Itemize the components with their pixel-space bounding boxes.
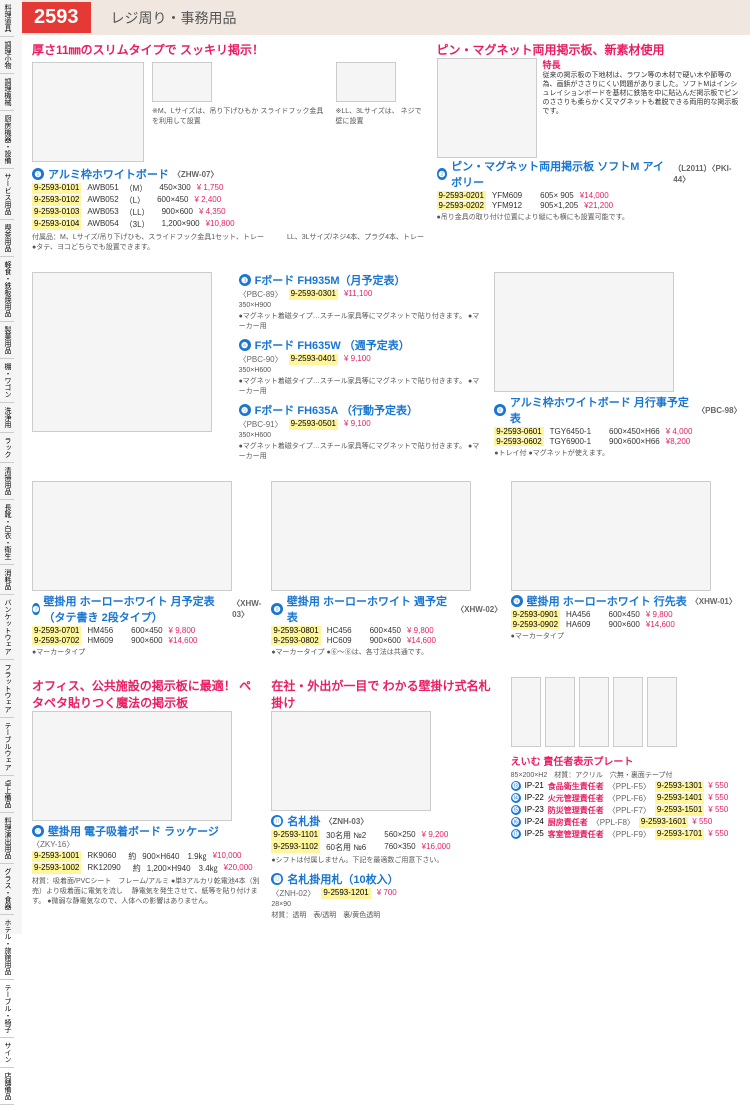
spec-row: 9-2593-1001RK9060約900×H640 1.9㎏¥10,000 — [32, 851, 261, 862]
schedule-boards-image — [32, 272, 212, 432]
promo-1: 厚さ11㎜のスリムタイプで スッキリ掲示！ — [32, 41, 427, 58]
spec-row: 9-2593-0602TGY6900-1900×600×H66¥8,200 — [494, 437, 740, 446]
monthly-board-image — [494, 272, 674, 392]
plate-13-image — [511, 677, 541, 747]
sidebar-item: 棚・ワゴン — [0, 359, 14, 403]
spec-row: 9-2593-110130名用 №2560×250¥ 9,200 — [271, 830, 500, 841]
sidebar-item: 卓上備品 — [0, 776, 14, 813]
spec-row: 9-2593-0102AWB052（L）600×450¥ 2,400 — [32, 195, 427, 206]
sidebar-item: 清掃用品 — [0, 463, 14, 500]
product-3-title: ❸Fボード FH935M（月予定表） — [239, 272, 485, 288]
spec-row: 9-2593-0103AWB053（LL）900×600¥ 4,350 — [32, 207, 427, 218]
sidebar-item: 調理小物 — [0, 37, 14, 74]
sidebar-item: 料理道具 — [0, 0, 14, 37]
detail-image-2 — [336, 62, 396, 102]
plate-15-image — [579, 677, 609, 747]
sidebar-item: 軽食・鉄板焼用品 — [0, 257, 14, 322]
p1-title-text: アルミ枠ホワイトボード — [48, 166, 169, 182]
sidebar-item: テーブルウェア — [0, 718, 14, 776]
header: 2593 レジ周り・事務用品 — [22, 0, 750, 35]
page-number: 2593 — [22, 2, 91, 33]
sidebar-item: 料理演出用品 — [0, 813, 14, 864]
spec-row: 9-2593-0902HA609900×600¥14,600 — [511, 620, 740, 629]
plate-row: ⓱IP-25客室管理責任者〈PPL-F9〉9-2593-1701¥ 550 — [511, 829, 740, 840]
sidebar-item: 長靴・白衣・衛生 — [0, 500, 14, 565]
sidebar-item: 洗浄用 — [0, 403, 14, 433]
product-10-title: ❿壁掛用 電子吸着ボード ラッケージ — [32, 823, 261, 839]
product-12-title: ⓬名札掛用札（10枚入） — [271, 871, 500, 887]
whiteboard-image — [32, 62, 144, 162]
spec-row: 9-2593-0101AWB051（M）450×300¥ 1,750 — [32, 183, 427, 194]
sidebar-item: ラック — [0, 433, 14, 463]
sidebar-item: サービス用品 — [0, 169, 14, 220]
plate-16-image — [613, 677, 643, 747]
sidebar-item: 製菓用品 — [0, 322, 14, 359]
page: 料理道具調理小物調理機械厨房機器・設備サービス用品喫茶用品軽食・鉄板焼用品製菓用… — [0, 0, 750, 934]
sidebar-item: テーブル・椅子 — [0, 980, 14, 1038]
spec-row: 9-2593-0202YFM912905×1,205¥21,200 — [437, 201, 740, 210]
weekly-plan-image — [271, 481, 471, 591]
cork-board-image — [437, 58, 537, 158]
p2-note: ●吊り金具の取り付け位置により縦にも横にも設置可能です。 — [437, 212, 740, 222]
spec-row: 9-2593-0201YFM609605× 905¥14,000 — [437, 191, 740, 200]
product-5-title: ❺Fボード FH635A （行動予定表） — [239, 402, 485, 418]
sidebar-item: ホテル・旅館用品 — [0, 915, 14, 980]
plates-title: えいむ 責任者表示プレート — [511, 753, 740, 768]
p2-code: （L2011）〈PKI-44〉 — [673, 163, 740, 185]
spec-row: 9-2593-0701HM456600×450¥ 9,800 — [32, 626, 261, 635]
sidebar-item: 店舗備品 — [0, 1068, 14, 1105]
spec-row: 9-2593-0802HC609900×600¥14,600 — [271, 636, 500, 645]
spec-row: 9-2593-1002RK12090約1,200×H940 3.4㎏¥20,00… — [32, 863, 261, 874]
name-plate-image — [271, 711, 431, 811]
p1-note: 付属品：M、Lサイズ/吊り下げひも、スライドフック金具1セット、トレー LL、3… — [32, 232, 427, 252]
sidebar-item: 厨房機器・設備 — [0, 111, 14, 169]
product-11-title: ⓫名札掛〈ZNH-03〉 — [271, 813, 500, 829]
spec-row: 9-2593-0702HM609900×600¥14,600 — [32, 636, 261, 645]
promo-10: オフィス、公共施設の掲示板に最適！ ペタペタ貼りつく魔法の掲示板 — [32, 677, 261, 711]
sidebar-item: グラス・食器 — [0, 864, 14, 915]
product-1-title: ❶ アルミ枠ホワイトボード 〈ZHW-07〉 — [32, 166, 427, 182]
sidebar-item: サイン — [0, 1038, 14, 1068]
plate-row: ⓰IP-24厨房責任者〈PPL-F8〉9-2593-1601¥ 550 — [511, 817, 740, 828]
sidebar-item: バンケットウェア — [0, 595, 14, 660]
spec-row: 9-2593-110260名用 №6760×350¥16,000 — [271, 842, 500, 853]
bullet-1: ❶ — [32, 168, 44, 180]
plate-row: ⓯IP-23防災管理責任者〈PPL-F7〉9-2593-1501¥ 550 — [511, 805, 740, 816]
sidebar-item: フラットウェア — [0, 660, 14, 718]
spec-row: 9-2593-0601TGY6450-1600×450×H66¥ 4,000 — [494, 427, 740, 436]
p2-title-text: ピン・マグネット両用掲示板 ソフトM アイボリー — [451, 158, 669, 190]
p1-code: 〈ZHW-07〉 — [173, 169, 219, 180]
header-title: レジ周り・事務用品 — [111, 8, 237, 28]
product-9-title: ❾壁掛用 ホーローホワイト 行先表〈XHW-01〉 — [511, 593, 740, 609]
product-8-title: ❽壁掛用 ホーローホワイト 週予定表〈XHW-02〉 — [271, 593, 500, 625]
plate-row: ⓮IP-22火元管理責任者〈PPL-F6〉9-2593-1401¥ 550 — [511, 793, 740, 804]
destination-board-image — [511, 481, 711, 591]
product-4-title: ❹Fボード FH635W （週予定表） — [239, 337, 485, 353]
sidebar-item: 調理機械 — [0, 74, 14, 111]
sidebar: 料理道具調理小物調理機械厨房機器・設備サービス用品喫茶用品軽食・鉄板焼用品製菓用… — [0, 0, 22, 934]
sidebar-item: 喫茶用品 — [0, 220, 14, 257]
spec-row: 9-2593-0104AWB054（3L）1,200×900¥10,800 — [32, 219, 427, 230]
bullet-2: ❷ — [437, 168, 448, 180]
sidebar-item: 消耗品 — [0, 565, 14, 595]
plate-17-image — [647, 677, 677, 747]
product-2-title: ❷ ピン・マグネット両用掲示板 ソフトM アイボリー （L2011）〈PKI-4… — [437, 158, 740, 190]
spec-row: 9-2593-0801HC456600×450¥ 9,800 — [271, 626, 500, 635]
plate-row: ⓭IP-21食品衛生責任者〈PPL-F5〉9-2593-1301¥ 550 — [511, 781, 740, 792]
caption-2: ※LL、3Lサイズは、 ネジで壁に設置 — [336, 106, 427, 126]
product-7-title: ❼壁掛用 ホーローホワイト 月予定表 （タテ書き 2段タイプ）〈XHW-03〉 — [32, 593, 261, 625]
monthly-plan-image — [32, 481, 232, 591]
promo-2: ピン・マグネット両用掲示板、新素材使用 — [437, 41, 740, 58]
p2-desc: 従来の掲示板の下地材は、ラワン等の木材で硬い木や節等の為、画鋲がささりにくい問題… — [543, 71, 740, 116]
detail-image-1 — [152, 62, 212, 102]
product-6-title: ❻アルミ枠ホワイトボード 月行事予定表〈PBC-98〉 — [494, 394, 740, 426]
feature-label: 特長 — [543, 58, 740, 71]
caption-1: ※M、Lサイズは、吊り下げひもか スライドフック金具を利用して設置 — [152, 106, 327, 126]
electric-board-image — [32, 711, 232, 821]
plate-14-image — [545, 677, 575, 747]
promo-11: 在社・外出が一目で わかる壁掛け式名札掛け — [271, 677, 500, 711]
spec-row: 9-2593-0901HA456600×450¥ 9,800 — [511, 610, 740, 619]
content: 2593 レジ周り・事務用品 厚さ11㎜のスリムタイプで スッキリ掲示！ ※M、… — [22, 0, 750, 934]
